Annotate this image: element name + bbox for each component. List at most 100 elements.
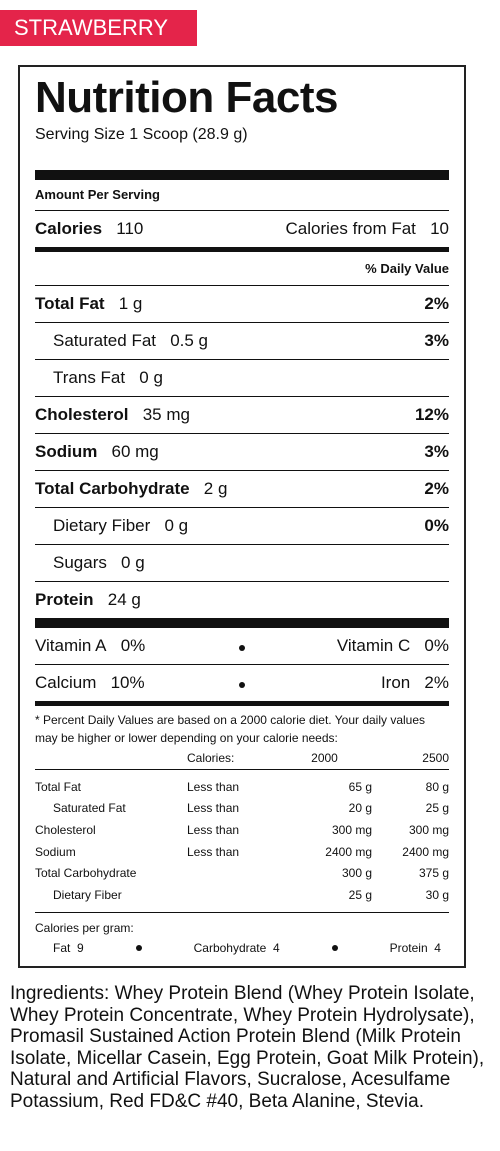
reference-high: 2500 bbox=[422, 751, 449, 765]
nutrient-row: Cholesterol 35 mg 12% bbox=[35, 397, 449, 434]
separator bbox=[232, 673, 252, 693]
nutrient-row: Saturated Fat 0.5 g 3% bbox=[35, 323, 449, 360]
cpg-name: Fat bbox=[53, 940, 71, 955]
calories-fat-label: Calories from Fat bbox=[285, 219, 416, 238]
reference-row: Sodium Less than 2400 mg 2400 mg bbox=[35, 841, 449, 863]
nutrient-row: Total Fat 1 g 2% bbox=[35, 286, 449, 323]
vitamin-row: Calcium 10% Iron 2% bbox=[35, 665, 449, 706]
label-title: Nutrition Facts bbox=[35, 73, 338, 122]
reference-calories-label: Calories: bbox=[187, 751, 235, 765]
calories-row: Calories 110 Calories from Fat 10 bbox=[35, 211, 449, 252]
reference-name: Sodium bbox=[35, 844, 76, 859]
reference-name: Dietary Fiber bbox=[53, 887, 122, 902]
reference-low: 20 g bbox=[348, 801, 372, 816]
separator bbox=[232, 636, 252, 656]
reference-row: Dietary Fiber 25 g 30 g bbox=[35, 884, 449, 906]
reference-name: Total Carbohydrate bbox=[35, 866, 137, 881]
nutrient-name: Protein bbox=[35, 590, 94, 609]
nutrient-amount: 1 g bbox=[118, 294, 143, 313]
reference-name: Total Fat bbox=[35, 779, 82, 794]
reference-table: Total Fat Less than 65 g 80 g Saturated Fat L… bbox=[35, 776, 449, 906]
nutrition-label: Nutrition Facts Serving Size 1 Scoop (28… bbox=[18, 65, 466, 968]
cpg-value: 9 bbox=[77, 940, 84, 955]
reference-high: 80 g bbox=[425, 779, 449, 794]
nutrient-amount: 2 g bbox=[203, 479, 228, 498]
nutrient-name: Total Carbohydrate bbox=[35, 479, 190, 498]
nutrient: Sodium 60 mg bbox=[35, 442, 159, 462]
reference-low: 300 g bbox=[341, 866, 372, 881]
nutrient-amount: 0 g bbox=[139, 368, 163, 387]
nutrient-amount: 0 g bbox=[164, 516, 189, 535]
reference-limit: Less than bbox=[187, 779, 240, 794]
nutrient-name: Sodium bbox=[35, 442, 98, 461]
reference-row: Total Carbohydrate 300 g 375 g bbox=[35, 862, 449, 884]
amount-per-serving: Amount Per Serving bbox=[35, 180, 449, 211]
reference-limit: Less than bbox=[187, 844, 240, 859]
daily-value-header: % Daily Value bbox=[35, 252, 449, 286]
footnote: * Percent Daily Values are based on a 20… bbox=[35, 713, 426, 745]
reference-low: 2000 bbox=[311, 751, 338, 765]
nutrient-dv: 3% bbox=[424, 442, 449, 461]
nutrient: Sugars 0 g bbox=[35, 553, 145, 573]
bullet bbox=[331, 944, 338, 951]
nutrient-name: Dietary Fiber bbox=[53, 516, 151, 535]
vitamin-name: Vitamin C bbox=[336, 636, 411, 655]
nutrient-row: Total Carbohydrate 2 g 2% bbox=[35, 471, 449, 508]
reference-high: 25 g bbox=[425, 801, 449, 816]
cpg-value: 4 bbox=[273, 940, 280, 955]
nutrient-name: Sugars bbox=[53, 553, 107, 572]
nutrient-row: Sodium 60 mg 3% bbox=[35, 434, 449, 471]
vitamin: Iron 2% bbox=[252, 673, 449, 693]
reference-row: Total Fat Less than 65 g 80 g bbox=[35, 776, 449, 798]
nutrient: Trans Fat 0 g bbox=[35, 368, 163, 388]
nutrient-row: Dietary Fiber 0 g 0% bbox=[35, 508, 449, 545]
nutrient: Saturated Fat 0.5 g bbox=[35, 331, 208, 351]
cpg-item: Protein 4 bbox=[390, 941, 441, 955]
nutrient-dv: 12% bbox=[414, 405, 449, 424]
nutrient-dv: 2% bbox=[424, 294, 449, 313]
divider bbox=[35, 618, 449, 628]
vitamin-list: Vitamin A 0% Vitamin C 0% Calcium 10% Iron … bbox=[35, 628, 449, 706]
calories-per-gram: Calories per gram: Fat 9 Carbohydrate 4 Pr… bbox=[35, 911, 449, 961]
cpg-label: Calories per gram: bbox=[35, 920, 134, 935]
reference-row: Cholesterol Less than 300 mg 300 mg bbox=[35, 819, 449, 841]
nutrient-amount: 35 mg bbox=[142, 405, 190, 424]
reference-high: 375 g bbox=[418, 866, 449, 881]
nutrient-name: Trans Fat bbox=[53, 368, 126, 387]
nutrient-row: Sugars 0 g bbox=[35, 545, 449, 582]
reference-high: 2400 mg bbox=[402, 844, 449, 859]
cpg-items: Fat 9 Carbohydrate 4 Protein 4 bbox=[35, 935, 449, 961]
vitamin-name: Iron bbox=[380, 673, 411, 692]
divider bbox=[35, 170, 449, 180]
nutrient-dv: 2% bbox=[424, 479, 449, 498]
nutrient-amount: 60 mg bbox=[111, 442, 159, 461]
reference-low: 2400 mg bbox=[325, 844, 372, 859]
reference-low: 300 mg bbox=[331, 822, 372, 837]
cpg-item: Carbohydrate 4 bbox=[194, 941, 280, 955]
reference-header: Calories: 2000 2500 bbox=[35, 747, 449, 770]
bullet bbox=[239, 645, 245, 651]
vitamin: Vitamin A 0% bbox=[35, 636, 232, 656]
vitamin-dv: 2% bbox=[424, 673, 449, 692]
nutrient: Cholesterol 35 mg bbox=[35, 405, 190, 425]
calories-value: 110 bbox=[116, 219, 144, 238]
nutrient: Dietary Fiber 0 g bbox=[35, 516, 188, 536]
cpg-item: Fat 9 bbox=[53, 941, 84, 955]
reference-row: Saturated Fat Less than 20 g 25 g bbox=[35, 798, 449, 820]
vitamin-name: Vitamin A bbox=[35, 636, 107, 655]
bullet bbox=[135, 944, 142, 951]
nutrient: Total Carbohydrate 2 g bbox=[35, 479, 227, 499]
nutrient-name: Saturated Fat bbox=[53, 331, 157, 350]
calories-label: Calories bbox=[35, 219, 103, 238]
nutrient-dv: 3% bbox=[424, 331, 449, 350]
vitamin: Vitamin C 0% bbox=[252, 636, 449, 656]
vitamin-row: Vitamin A 0% Vitamin C 0% bbox=[35, 628, 449, 665]
reference-limit: Less than bbox=[187, 801, 240, 816]
ingredients: Ingredients: Whey Protein Blend (Whey Pr… bbox=[10, 983, 488, 1112]
flavor-tag: STRAWBERRY bbox=[0, 10, 197, 46]
cpg-name: Protein bbox=[389, 940, 428, 955]
reference-name: Cholesterol bbox=[35, 822, 96, 837]
ingredients-text: Whey Protein Blend (Whey Protein Isolate… bbox=[10, 983, 485, 1112]
bullet bbox=[239, 682, 245, 688]
